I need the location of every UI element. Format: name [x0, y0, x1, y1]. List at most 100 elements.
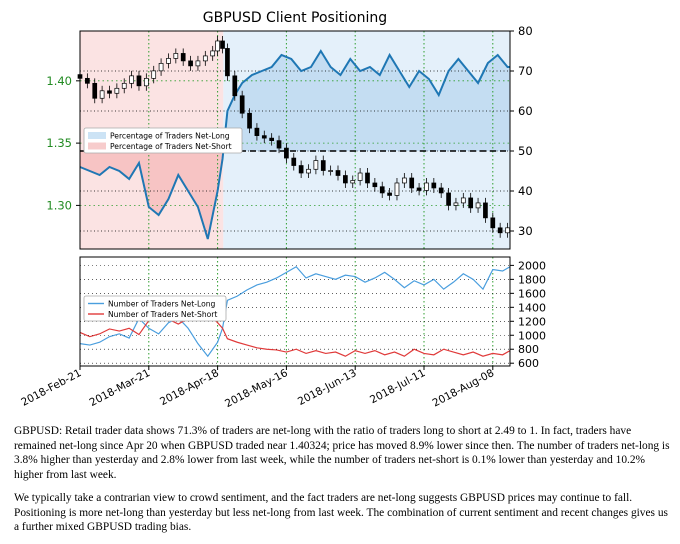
- x-axis: 2018-Feb-21 2018-Mar-21 2018-Apr-18 2018-Ma…: [19, 366, 496, 410]
- price-candle-body: [365, 172, 370, 184]
- price-candle-body: [460, 197, 466, 204]
- price-candle-body: [483, 202, 488, 219]
- price-candle-body: [475, 202, 481, 209]
- price-candle-body: [239, 95, 245, 114]
- bottom-plot-frame: [79, 256, 511, 367]
- x-tick-label: 2018-Jul-11: [368, 367, 427, 406]
- price-candle-body: [468, 197, 474, 209]
- price-candle-body: [254, 127, 260, 136]
- price-candle-body: [424, 182, 429, 191]
- price-candle-body: [350, 180, 356, 184]
- caption-paragraph-1: GBPUSD: Retail trader data shows 71.3% o…: [14, 425, 670, 481]
- top-plot-frame: [79, 30, 511, 250]
- bottom-y-tick-label: 1400: [518, 301, 546, 314]
- price-candle-body: [210, 50, 216, 57]
- price-candle-body: [372, 182, 378, 188]
- price-candle-body: [247, 112, 252, 129]
- bottom-y-tick-label: 600: [518, 357, 539, 370]
- x-tick-label: 2018-Jun-13: [296, 367, 359, 408]
- price-candle-body: [151, 70, 157, 79]
- price-candle-body: [387, 192, 392, 196]
- price-candle-body: [505, 227, 510, 234]
- top-legend-box: [83, 127, 243, 154]
- price-candle-body: [291, 157, 297, 166]
- price-candle-body: [497, 227, 503, 234]
- price-candle-body: [320, 160, 326, 171]
- price-candle-body: [143, 77, 149, 87]
- right-y-tick-label: 30: [518, 224, 533, 238]
- bottom-y-tick-label: 1200: [518, 315, 546, 328]
- bottom-y-tick-label: 800: [518, 343, 539, 356]
- caption-paragraph-2: We typically take a contrarian view to c…: [14, 492, 668, 534]
- bottom-legend-box: [83, 295, 227, 322]
- price-candle-body: [158, 63, 164, 72]
- price-candle-body: [453, 202, 459, 206]
- price-candle-body: [284, 147, 289, 159]
- price-candle-body: [173, 53, 179, 59]
- price-candle-body: [490, 217, 496, 229]
- price-candle-body: [129, 75, 134, 84]
- price-candle-body: [92, 82, 98, 99]
- price-candle-body: [446, 192, 451, 206]
- x-tick-label: 2018-Feb-21: [19, 367, 83, 409]
- price-candle-body: [306, 168, 311, 174]
- top-legend-swatch: [88, 142, 106, 150]
- price-candle-body: [121, 82, 127, 89]
- positioning-chart: GBPUSD Client Positioning 1.40 1.35 1.30 80…: [19, 10, 546, 410]
- traders-net-long-line: [79, 266, 511, 358]
- top-legend-label: Percentage of Traders Net-Short: [110, 142, 232, 151]
- bottom-legend-label: Number of Traders Net-Short: [108, 310, 217, 319]
- price-candle-body: [261, 135, 267, 139]
- price-candle-body: [195, 60, 201, 67]
- chart-title: GBPUSD Client Positioning: [203, 10, 387, 26]
- price-candle-body: [107, 90, 112, 94]
- x-tick-label: 2018-Apr-18: [158, 367, 221, 408]
- price-candle-body: [188, 60, 193, 67]
- price-candle-body: [431, 182, 437, 189]
- price-candle-body: [232, 75, 238, 97]
- price-candle-body: [220, 40, 225, 49]
- price-candle-body: [438, 187, 444, 194]
- x-tick-label: 2018-Aug-08: [431, 367, 497, 409]
- price-candle-body: [343, 175, 348, 184]
- price-candle-body: [85, 77, 90, 84]
- right-y-tick-label: 40: [518, 184, 533, 198]
- price-candle-body: [166, 58, 171, 64]
- price-candle-body: [357, 172, 363, 181]
- net-long-fill: [223, 51, 511, 151]
- price-candle-body: [276, 140, 282, 149]
- price-candle-body: [202, 55, 208, 62]
- price-candle-body: [269, 137, 275, 141]
- price-candle-body: [99, 90, 105, 99]
- price-candle-body: [335, 170, 341, 176]
- price-candle-body: [215, 40, 220, 52]
- top-plot: 1.40 1.35 1.30 80 70 60 50 40 30 Percentage of Tr…: [46, 24, 533, 250]
- price-candle-body: [328, 170, 333, 172]
- price-candle-body: [379, 186, 385, 194]
- right-y-tick-label: 80: [518, 24, 533, 38]
- x-tick-label: 2018-Mar-21: [88, 367, 153, 409]
- price-candle-body: [180, 53, 186, 62]
- net-short-fill: [80, 151, 224, 239]
- bottom-y-tick-label: 1000: [518, 329, 546, 342]
- bottom-y-tick-label: 1800: [518, 273, 546, 286]
- right-y-tick-label: 50: [518, 144, 533, 158]
- price-candle-body: [401, 177, 407, 184]
- price-candle-body: [225, 48, 230, 77]
- bottom-legend-label: Number of Traders Net-Long: [108, 299, 216, 308]
- price-candle-body: [394, 182, 400, 196]
- right-y-tick-label: 60: [518, 104, 533, 118]
- left-y-tick-label: 1.40: [46, 74, 72, 88]
- net-long-percentage-line: [79, 49, 510, 240]
- price-candle-body: [416, 187, 422, 191]
- top-legend-swatch: [88, 132, 106, 139]
- left-y-tick-label: 1.30: [46, 198, 72, 212]
- bottom-y-tick-label: 1600: [518, 287, 546, 300]
- price-candle-body: [298, 165, 304, 174]
- x-tick-label: 2018-May-16: [223, 367, 290, 410]
- left-y-tick-label: 1.35: [46, 136, 72, 150]
- chart-area: GBPUSD Client Positioning 1.40 1.35 1.30 80…: [19, 10, 546, 410]
- price-candle-body: [409, 177, 415, 189]
- price-candle-body: [114, 87, 120, 94]
